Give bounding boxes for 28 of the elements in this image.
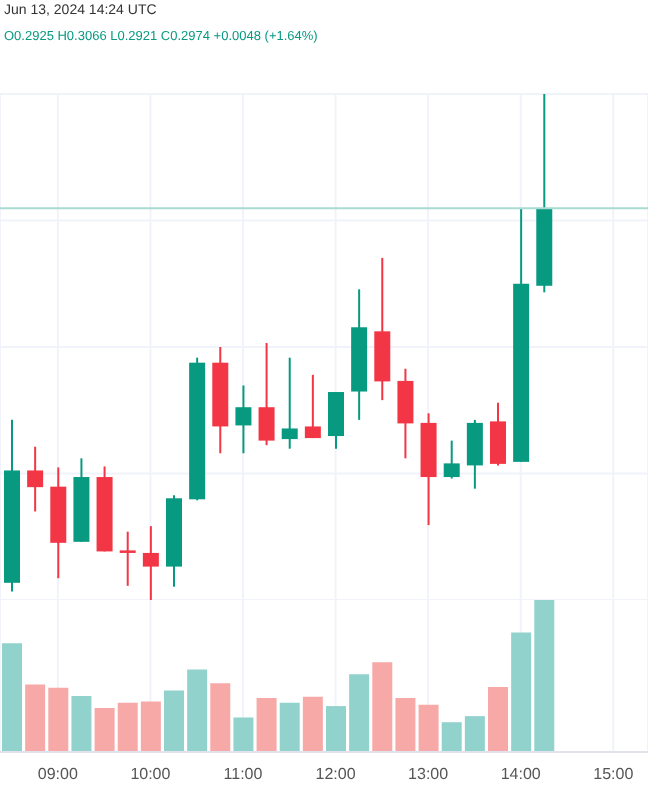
- candlestick: [119, 530, 136, 587]
- candlestick: [27, 445, 44, 513]
- x-tick-label: 13:00: [408, 765, 450, 784]
- bar: [210, 683, 231, 752]
- candlestick: [490, 401, 506, 467]
- candlestick: [466, 418, 483, 490]
- candlestick: [142, 525, 159, 600]
- candlestick: [328, 391, 344, 450]
- bar: [2, 643, 22, 752]
- x-tick-label: 11:00: [223, 765, 264, 784]
- x-tick-label: 10:00: [130, 765, 172, 784]
- candlestick: [304, 373, 321, 440]
- bar: [279, 702, 300, 752]
- x-tick-label: 14:00: [500, 765, 542, 784]
- x-tick-label: 12:00: [315, 765, 357, 784]
- candlestick: [235, 384, 252, 455]
- bar: [256, 697, 277, 752]
- bar: [418, 704, 439, 752]
- bar: [302, 696, 323, 752]
- candlestick: [397, 367, 414, 460]
- candlestick: [281, 356, 298, 450]
- candlestick: [443, 439, 460, 480]
- x-tick-label: 15:00: [593, 765, 635, 784]
- bar: [488, 687, 508, 752]
- candlestick: [258, 341, 275, 447]
- bar: [71, 695, 92, 752]
- x-tick-label: 09:00: [37, 765, 79, 784]
- bar: [233, 717, 254, 752]
